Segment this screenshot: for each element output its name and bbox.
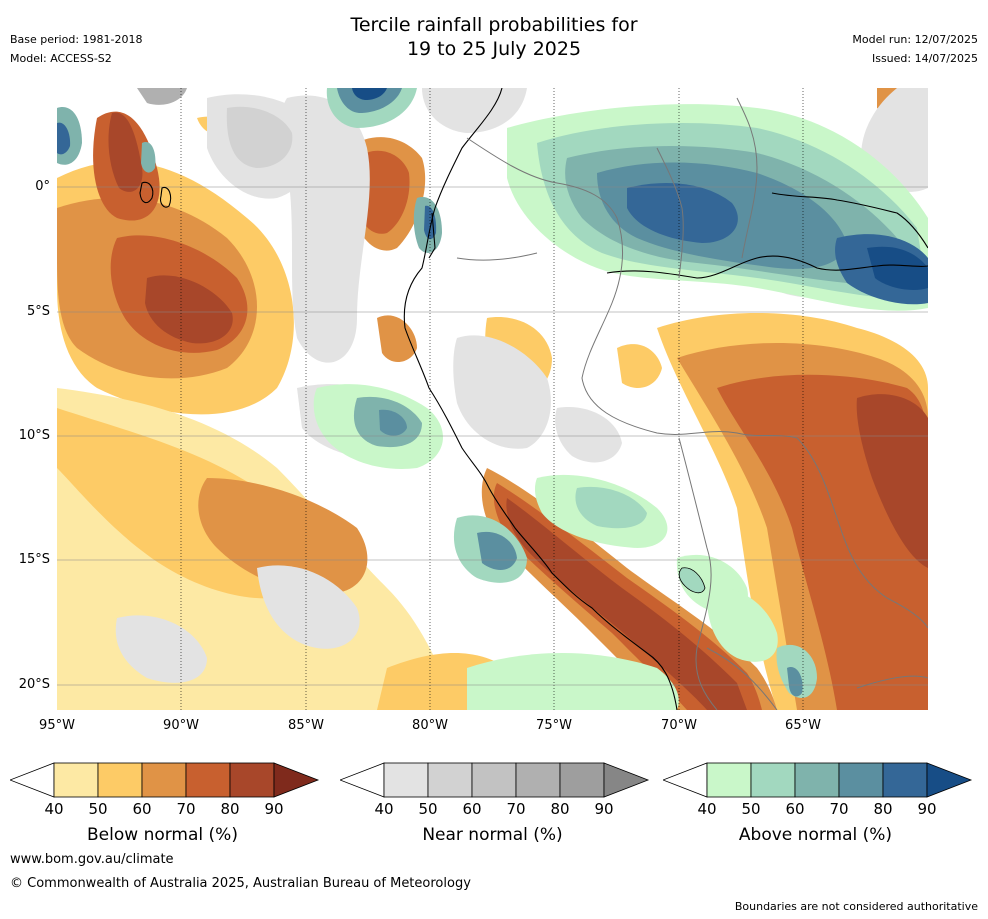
below-over-triangle [273, 762, 320, 798]
lon-label-85w: 85°W [288, 718, 324, 733]
colorbar-near [338, 762, 650, 798]
national-boundaries [456, 97, 928, 710]
below-swatch-2 [141, 762, 187, 798]
colorbar-below [8, 762, 320, 798]
near-tick-90: 90 [594, 800, 614, 818]
colorbar-above-svg [661, 762, 973, 798]
colorbar-below-svg [8, 762, 320, 798]
below-swatch-1 [97, 762, 143, 798]
below-tick-50: 50 [88, 800, 108, 818]
near-swatch-1 [427, 762, 473, 798]
colorbar-above-ticks: 40 50 60 70 80 90 [663, 800, 973, 820]
base-period-label: Base period: 1981-2018 [10, 33, 143, 46]
lon-label-75w: 75°W [536, 718, 572, 733]
below-tick-80: 80 [220, 800, 240, 818]
colorbar-below-title: Below normal (%) [87, 825, 238, 845]
near-swatch-4 [559, 762, 605, 798]
lat-label-20s: 20°S [18, 677, 50, 692]
above-swatch-0 [706, 762, 752, 798]
below-swatch-4 [229, 762, 275, 798]
map-svg [57, 88, 928, 710]
below-swatch-3 [185, 762, 231, 798]
near-over-triangle [603, 762, 650, 798]
title-line-1: Tercile rainfall probabilities for [350, 14, 638, 36]
above-over-triangle [926, 762, 973, 798]
coastline [139, 88, 928, 710]
colorbar-near-svg [338, 762, 650, 798]
lat-label-5s: 5°S [26, 304, 50, 319]
lon-label-95w: 95°W [39, 718, 75, 733]
colorbar-near-title: Near normal (%) [422, 825, 563, 845]
lake-titicaca [678, 567, 706, 594]
lon-label-70w: 70°W [661, 718, 697, 733]
colorbar-above-title: Above normal (%) [738, 825, 893, 845]
probability-map [57, 88, 928, 710]
title-line-2: 19 to 25 July 2025 [406, 38, 582, 60]
below-tick-90: 90 [264, 800, 284, 818]
colorbar-near-ticks: 40 50 60 70 80 90 [340, 800, 650, 820]
model-label: Model: ACCESS-S2 [10, 52, 112, 65]
near-tick-50: 50 [418, 800, 438, 818]
above-tick-40: 40 [697, 800, 717, 818]
below-tick-70: 70 [176, 800, 196, 818]
colorbar-below-ticks: 40 50 60 70 80 90 [10, 800, 320, 820]
near-tick-70: 70 [506, 800, 526, 818]
lon-label-90w: 90°W [163, 718, 199, 733]
near-tick-40: 40 [374, 800, 394, 818]
above-under-triangle [661, 762, 708, 798]
near-tick-60: 60 [462, 800, 482, 818]
lat-label-15s: 15°S [18, 552, 50, 567]
disclaimer-text: Boundaries are not considered authoritat… [734, 900, 978, 913]
colorbar-above [661, 762, 973, 798]
website-link[interactable]: www.bom.gov.au/climate [10, 852, 174, 867]
near-swatch-0 [383, 762, 429, 798]
above-tick-50: 50 [741, 800, 761, 818]
above-swatch-2 [794, 762, 840, 798]
map-title: Tercile rainfall probabilities for 19 to… [0, 13, 988, 61]
above-swatch-4 [882, 762, 928, 798]
copyright-text: © Commonwealth of Australia 2025, Austra… [10, 876, 471, 891]
near-under-triangle [338, 762, 385, 798]
lat-label-10s: 10°S [18, 428, 50, 443]
above-tick-60: 60 [785, 800, 805, 818]
below-tick-60: 60 [132, 800, 152, 818]
above-tick-70: 70 [829, 800, 849, 818]
above-tick-80: 80 [873, 800, 893, 818]
model-run-label: Model run: 12/07/2025 [852, 33, 978, 46]
above-tick-90: 90 [917, 800, 937, 818]
issued-label: Issued: 14/07/2025 [871, 52, 978, 65]
below-swatch-0 [53, 762, 99, 798]
lon-label-80w: 80°W [412, 718, 448, 733]
above-swatch-1 [750, 762, 796, 798]
below-tick-40: 40 [44, 800, 64, 818]
lat-label-0: 0° [35, 179, 50, 194]
below-under-triangle [8, 762, 55, 798]
lon-label-65w: 65°W [785, 718, 821, 733]
above-swatch-3 [838, 762, 884, 798]
near-swatch-3 [515, 762, 561, 798]
near-tick-80: 80 [550, 800, 570, 818]
below-normal-andes [481, 468, 777, 710]
near-swatch-2 [471, 762, 517, 798]
above-normal-regions [57, 88, 928, 710]
